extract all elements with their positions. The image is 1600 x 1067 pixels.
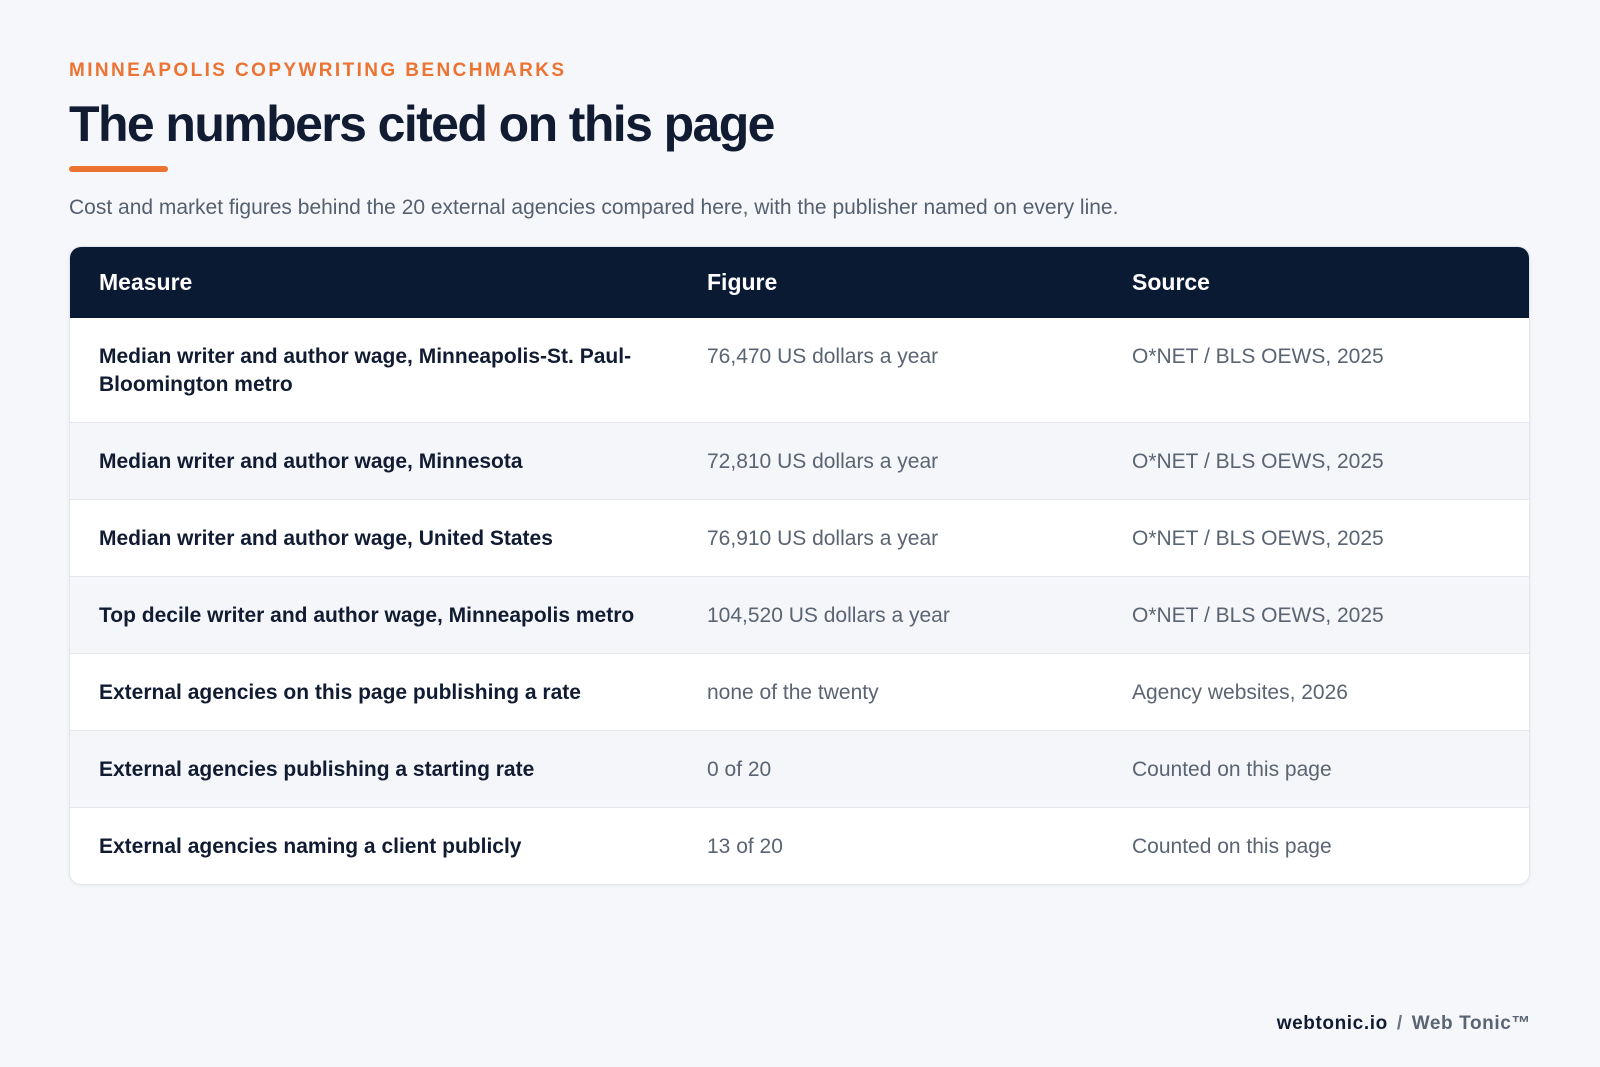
column-header-figure: Figure (707, 268, 778, 295)
footer-separator: / (1396, 1013, 1403, 1034)
table-row: External agencies naming a client public… (70, 806, 1529, 884)
measure-cell: Median writer and author wage, Minneapol… (99, 344, 632, 396)
eyebrow-label: MINNEAPOLIS COPYWRITING BENCHMARKS (69, 60, 567, 81)
figure-cell: 0 of 20 (678, 729, 1103, 808)
figure-cell: 104,520 US dollars a year (678, 575, 1103, 654)
measure-cell: Median writer and author wage, United St… (70, 498, 678, 577)
measure-cell: Top decile writer and author wage, Minne… (70, 575, 678, 654)
figure-cell: 76,470 US dollars a year (707, 344, 939, 368)
footer-domain: webtonic.io (1276, 1013, 1388, 1034)
table-header: Measure Figure Source (70, 246, 1529, 318)
table-row: Median writer and author wage, United St… (70, 498, 1529, 577)
column-header-source: Source (1132, 268, 1210, 295)
page-subtitle: Cost and market figures behind the 20 ex… (69, 195, 1119, 219)
column-header-measure: Measure (99, 268, 193, 295)
measure-cell: Median writer and author wage, Minnesota (70, 421, 678, 500)
benchmarks-page: MINNEAPOLIS COPYWRITING BENCHMARKS The n… (69, 55, 1530, 885)
source-cell: O*NET / BLS OEWS, 2025 (1103, 575, 1529, 654)
benchmarks-table: Measure Figure Source Median writer and … (70, 246, 1529, 884)
page-title: The numbers cited on this page (69, 96, 775, 152)
figure-cell: 13 of 20 (678, 806, 1103, 884)
measure-cell: External agencies on this page publishin… (70, 652, 678, 731)
benchmarks-table-card: Measure Figure Source Median writer and … (69, 245, 1530, 885)
table-header-row: Measure Figure Source (70, 246, 1529, 318)
table-row: Top decile writer and author wage, Minne… (70, 575, 1529, 654)
footer-brand: Web Tonic™ (1411, 1013, 1531, 1034)
measure-cell: External agencies publishing a starting … (70, 729, 678, 808)
table-row: Median writer and author wage, Minnesota… (70, 421, 1529, 500)
source-cell: Agency websites, 2026 (1103, 652, 1529, 731)
title-accent-bar (69, 165, 168, 172)
source-cell: O*NET / BLS OEWS, 2025 (1132, 344, 1384, 368)
table-row: Median writer and author wage, Minneapol… (70, 318, 1529, 423)
table-body: Median writer and author wage, Minneapol… (70, 318, 1529, 884)
source-cell: O*NET / BLS OEWS, 2025 (1103, 498, 1529, 577)
source-cell: Counted on this page (1103, 729, 1529, 808)
figure-cell: 72,810 US dollars a year (678, 421, 1103, 500)
table-row: External agencies publishing a starting … (70, 729, 1529, 808)
measure-cell: External agencies naming a client public… (70, 806, 678, 884)
footer-credit: webtonic.io / Web Tonic™ (1277, 1012, 1531, 1036)
figure-cell: none of the twenty (678, 652, 1103, 731)
table-row: External agencies on this page publishin… (70, 652, 1529, 731)
figure-cell: 76,910 US dollars a year (678, 498, 1103, 577)
source-cell: O*NET / BLS OEWS, 2025 (1103, 421, 1529, 500)
source-cell: Counted on this page (1103, 806, 1529, 884)
